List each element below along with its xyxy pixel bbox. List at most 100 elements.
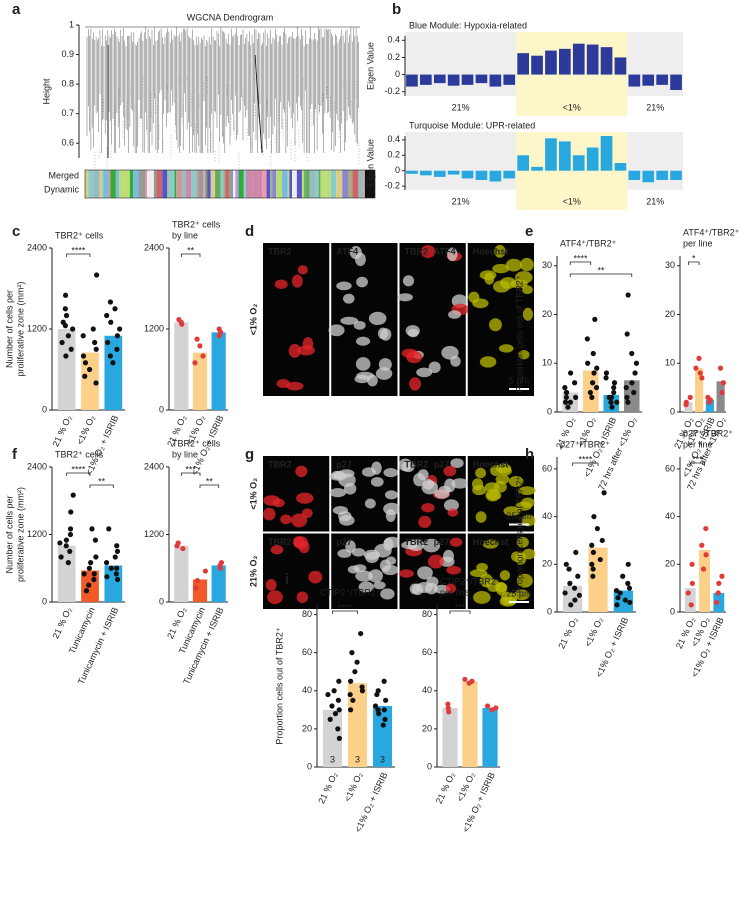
cell [296, 492, 314, 504]
cell [270, 545, 284, 555]
group-label: 21% [646, 196, 664, 206]
data-point [445, 701, 451, 707]
panel-label: i [285, 571, 289, 588]
sig-bracket [687, 261, 700, 265]
data-point [106, 526, 112, 532]
cell [522, 285, 533, 295]
data-point [112, 554, 118, 560]
bar [705, 399, 714, 412]
cell [475, 467, 487, 479]
cell [427, 554, 444, 569]
title: Turquoise Module: UPR-related [409, 120, 535, 130]
data-point [63, 543, 69, 549]
cell [298, 541, 310, 554]
data-point [589, 542, 595, 548]
cell [421, 480, 439, 495]
data-point [105, 339, 111, 346]
y-tick-label: 60 [665, 463, 675, 473]
cell [445, 583, 457, 594]
data-point [63, 312, 70, 319]
bar [517, 53, 529, 75]
bar [531, 55, 543, 75]
title: TBR2⁺ cells [172, 438, 221, 448]
data-point [70, 326, 76, 332]
data-point [700, 566, 707, 572]
y-label: proliferative zone (mm²) [15, 487, 25, 582]
cell [379, 559, 391, 572]
bar [406, 74, 418, 87]
sig-bracket [569, 273, 633, 277]
data-point [63, 537, 69, 543]
data-point [65, 560, 71, 566]
title: per line [683, 238, 713, 248]
data-point [90, 326, 96, 332]
data-point [86, 366, 93, 373]
bar [670, 74, 682, 90]
y-tick-label: 0 [159, 596, 164, 606]
data-point [332, 711, 339, 717]
cell [495, 582, 508, 593]
track-frame [84, 169, 376, 199]
sig-label: **** [573, 253, 588, 263]
data-point [92, 339, 98, 346]
panel-label: d [245, 223, 254, 240]
module-color [162, 170, 168, 198]
cell [355, 570, 373, 582]
micrograph [399, 243, 466, 396]
data-point [633, 360, 640, 366]
module-color [318, 170, 321, 198]
sig-label: *** [692, 454, 703, 464]
y-tick-label: 20 [422, 723, 432, 733]
y-tick-label: 2400 [144, 461, 164, 471]
bar [531, 166, 543, 171]
y-tick-label: 60 [542, 463, 552, 473]
bar [420, 74, 432, 85]
y-tick-label: 0 [159, 404, 164, 414]
module-color [103, 170, 109, 198]
x-tick-label: 72 hrs after <1% O₂ [596, 415, 639, 492]
cell [508, 476, 524, 488]
data-point [590, 549, 597, 555]
module-color [245, 170, 253, 198]
data-point [589, 394, 595, 400]
y-tick-label: 0 [547, 606, 552, 616]
data-point [108, 565, 114, 571]
data-point [62, 306, 68, 312]
data-point [93, 554, 99, 560]
cell [397, 293, 413, 302]
cell [443, 465, 457, 477]
data-point [82, 373, 88, 379]
sig-bracket [66, 253, 91, 257]
module-color [223, 170, 226, 198]
sig-label: *** [455, 602, 466, 612]
cell [274, 279, 288, 290]
row-label: <1% O₂ [248, 304, 258, 336]
data-point [325, 691, 331, 698]
group-label: 21% [646, 102, 664, 112]
data-point [615, 595, 621, 601]
module-color [325, 170, 331, 198]
x-tick-label: 21 % O₂ [50, 605, 73, 640]
module-color [282, 170, 288, 198]
y-label: Proportion cells out of TBR2⁺ [274, 627, 284, 744]
data-point [617, 590, 623, 596]
module-color [270, 170, 273, 198]
data-point [571, 585, 578, 591]
data-point [576, 592, 582, 598]
panel-label: g [245, 446, 254, 463]
data-point [705, 394, 711, 400]
data-point [587, 389, 593, 396]
y-tick-label: 0.4 [387, 134, 400, 144]
bar [628, 170, 641, 180]
data-point [622, 597, 628, 603]
cell [347, 565, 360, 574]
y-tick-label: 1200 [144, 323, 164, 333]
channel-label: TBR2 [405, 246, 429, 256]
data-point [592, 316, 598, 322]
data-point [114, 346, 120, 352]
data-point [83, 588, 90, 594]
y-tick-label: -0.2 [384, 181, 400, 191]
data-point [573, 549, 579, 555]
y-tick-label: 2400 [144, 242, 164, 252]
